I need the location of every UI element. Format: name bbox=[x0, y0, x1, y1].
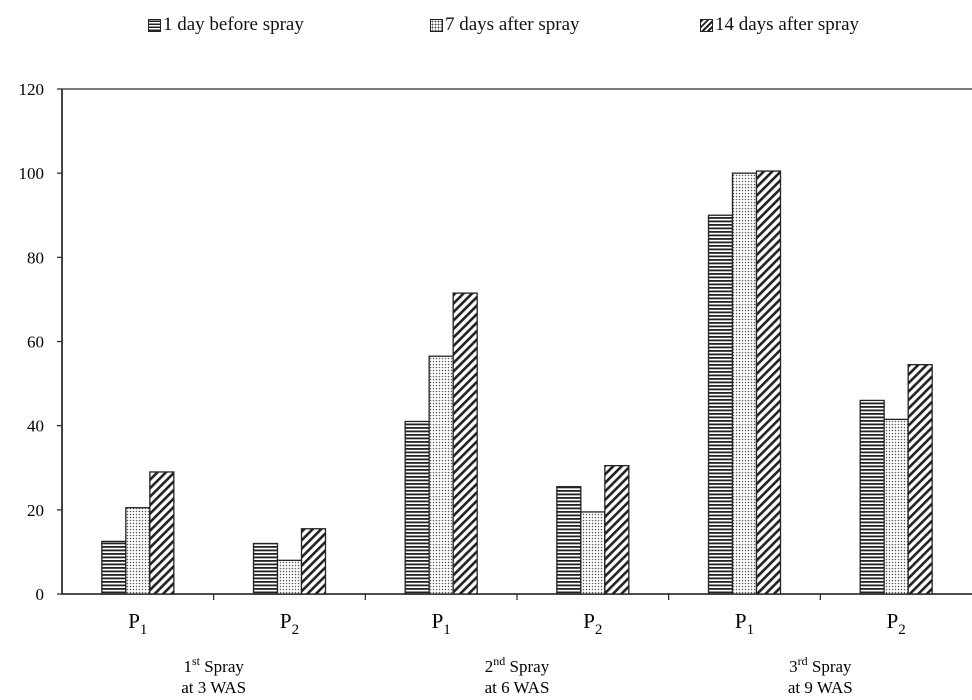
legend-item-1-day-before: 1 day before spray bbox=[148, 14, 304, 36]
y-tick-label: 0 bbox=[36, 585, 45, 604]
bars-layer bbox=[101, 170, 933, 600]
legend-item-14-days-after: 14 days after spray bbox=[700, 14, 859, 36]
horizontal-lines-swatch-icon bbox=[148, 18, 161, 32]
y-ticks-layer: 0 20 40 60 80 100 120 bbox=[19, 80, 62, 604]
group-label-line2: at 9 WAS bbox=[788, 678, 853, 697]
group-label-line1: 2nd Spray bbox=[485, 654, 550, 676]
bar-horizontal-lines bbox=[556, 486, 582, 595]
group-label-line2: at 6 WAS bbox=[485, 678, 550, 697]
group-label-line1: 3rd Spray bbox=[789, 654, 852, 676]
bar-horizontal-lines bbox=[252, 542, 279, 595]
bar-diagonal-lines bbox=[149, 471, 175, 595]
legend-label: 1 day before spray bbox=[163, 14, 304, 35]
y-tick-label: 20 bbox=[27, 501, 44, 520]
legend-label: 14 days after spray bbox=[715, 14, 860, 35]
x-category-label: P2 bbox=[887, 609, 906, 638]
bar-dots bbox=[580, 511, 606, 595]
x-category-label: P2 bbox=[583, 609, 602, 638]
x-category-label: P2 bbox=[280, 609, 299, 638]
bar-horizontal-lines bbox=[859, 399, 885, 595]
x-category-label: P1 bbox=[128, 609, 147, 638]
group-label-line2: at 3 WAS bbox=[181, 678, 246, 697]
legend-label: 7 days after spray bbox=[445, 14, 580, 35]
legend-item-7-days-after: 7 days after spray bbox=[430, 14, 580, 36]
bar-diagonal-lines bbox=[604, 464, 630, 595]
group-label-line1: 1st Spray bbox=[183, 654, 244, 676]
y-tick-label: 40 bbox=[27, 417, 44, 436]
y-tick-label: 120 bbox=[19, 80, 45, 99]
bar-horizontal-lines bbox=[101, 540, 127, 595]
x-category-label: P1 bbox=[432, 609, 451, 638]
plot-frame bbox=[61, 88, 972, 595]
diagonal-lines-swatch-icon bbox=[700, 18, 713, 32]
y-tick-label: 100 bbox=[19, 164, 45, 183]
x-labels-layer: P1 P2 P1 P2 P1 P2 1st Spray at 3 WAS 2nd Spray at… bbox=[128, 609, 906, 697]
bar-diagonal-lines bbox=[755, 170, 782, 595]
bar-dots bbox=[125, 507, 151, 595]
bar-dots bbox=[731, 172, 758, 595]
x-category-label: P1 bbox=[735, 609, 754, 638]
bar-horizontal-lines bbox=[707, 214, 734, 595]
bar-dots bbox=[883, 418, 909, 595]
y-tick-label: 60 bbox=[27, 333, 44, 352]
legend: 1 day before spray 7 days after spray 14… bbox=[0, 14, 972, 40]
dots-swatch-icon bbox=[430, 18, 443, 32]
bar-horizontal-lines bbox=[404, 420, 430, 595]
bar-diagonal-lines bbox=[452, 292, 478, 595]
bar-dots bbox=[276, 559, 303, 595]
y-tick-label: 80 bbox=[27, 248, 44, 267]
bar-dots bbox=[428, 355, 454, 595]
bar-diagonal-lines bbox=[300, 528, 327, 595]
bar-diagonal-lines bbox=[907, 363, 933, 595]
